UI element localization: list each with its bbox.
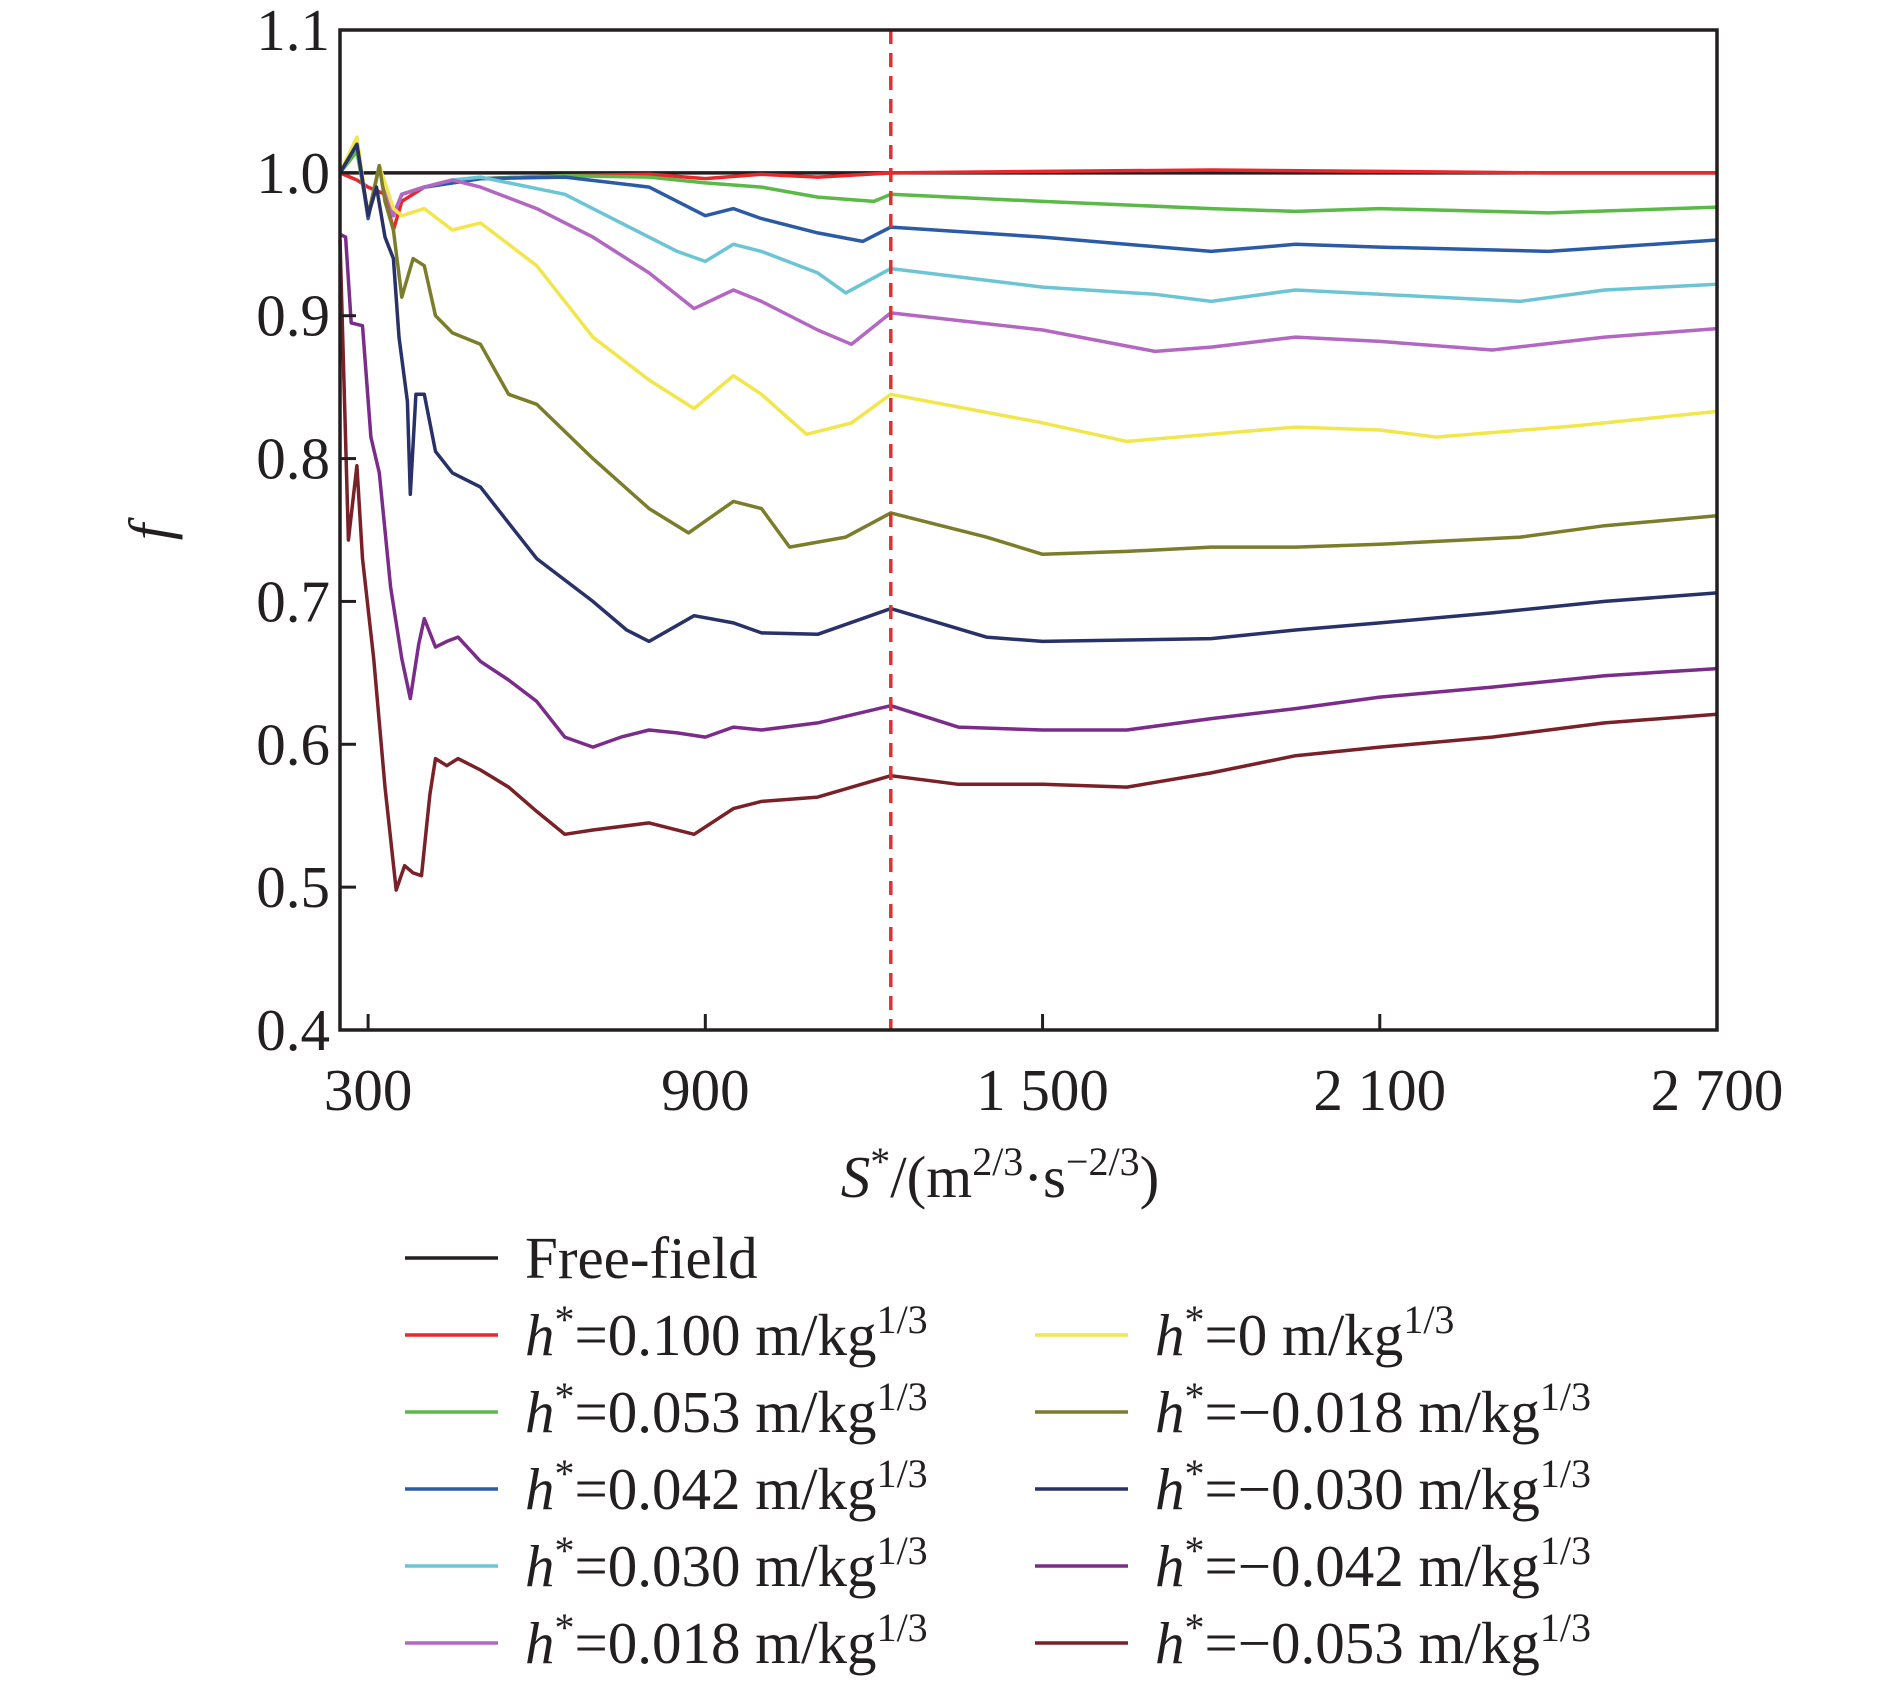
x-axis-symbol: S bbox=[841, 1144, 871, 1210]
y-tick-label: 0.5 bbox=[256, 854, 330, 920]
y-tick-label: 0.6 bbox=[256, 711, 330, 777]
series-line-10 bbox=[338, 239, 1718, 892]
legend-label: Free-field bbox=[525, 1225, 758, 1291]
legend-item: h*=−0.042 m/kg1/3 bbox=[1035, 1528, 1591, 1599]
x-axis-unit: /(m bbox=[890, 1144, 972, 1210]
legend-label: h*=−0.053 m/kg1/3 bbox=[1155, 1605, 1591, 1676]
legend-label: h*=0 m/kg1/3 bbox=[1155, 1297, 1454, 1368]
y-tick-label: 0.8 bbox=[256, 426, 330, 492]
legend-label: h*=0.042 m/kg1/3 bbox=[525, 1451, 928, 1522]
legend-label: h*=0.053 m/kg1/3 bbox=[525, 1374, 928, 1445]
series-layer bbox=[338, 30, 1718, 1030]
legend-label: h*=0.030 m/kg1/3 bbox=[525, 1528, 928, 1599]
legend-label: h*=−0.030 m/kg1/3 bbox=[1155, 1451, 1591, 1522]
x-tick-label: 900 bbox=[661, 1057, 750, 1123]
legend-item: h*=0 m/kg1/3 bbox=[1035, 1297, 1454, 1368]
y-tick-label: 0.4 bbox=[256, 997, 330, 1063]
legend-item: Free-field bbox=[405, 1225, 758, 1291]
y-tick-label: 1.1 bbox=[256, 0, 330, 63]
y-axis-title: f bbox=[117, 516, 183, 540]
series-line-2 bbox=[338, 149, 1718, 218]
x-tick-label: 300 bbox=[324, 1057, 413, 1123]
legend-label: h*=0.100 m/kg1/3 bbox=[525, 1297, 928, 1368]
legend-item: h*=0.100 m/kg1/3 bbox=[405, 1297, 928, 1368]
legend-item: h*=0.018 m/kg1/3 bbox=[405, 1605, 928, 1676]
x-axis-unit-end: ) bbox=[1140, 1144, 1160, 1210]
x-tick-label: 2 700 bbox=[1651, 1057, 1784, 1123]
legend-item: h*=0.042 m/kg1/3 bbox=[405, 1451, 928, 1522]
x-axis-unit-sup2: −2/3 bbox=[1066, 1139, 1140, 1184]
y-tick-label: 0.9 bbox=[256, 283, 330, 349]
x-tick-label: 1 500 bbox=[976, 1057, 1109, 1123]
series-line-7 bbox=[338, 142, 1718, 557]
series-line-6 bbox=[338, 135, 1718, 444]
legend-label: h*=0.018 m/kg1/3 bbox=[525, 1605, 928, 1676]
legend-item: h*=0.053 m/kg1/3 bbox=[405, 1374, 928, 1445]
y-tick-label: 1.0 bbox=[256, 140, 330, 206]
x-axis-unit-sup1: 2/3 bbox=[972, 1139, 1023, 1184]
legend-label: h*=−0.042 m/kg1/3 bbox=[1155, 1528, 1591, 1599]
series-line-5 bbox=[338, 142, 1718, 354]
series-line-3 bbox=[338, 142, 1718, 254]
x-axis-unit-mid: ·s bbox=[1023, 1144, 1066, 1210]
legend-item: h*=−0.030 m/kg1/3 bbox=[1035, 1451, 1591, 1522]
legend-item: h*=−0.053 m/kg1/3 bbox=[1035, 1605, 1591, 1676]
x-axis-symbol-sup: * bbox=[870, 1139, 890, 1184]
plot-frame bbox=[338, 28, 1719, 1032]
series-line-9 bbox=[339, 232, 1718, 749]
legend-label: h*=−0.018 m/kg1/3 bbox=[1155, 1374, 1591, 1445]
x-axis-title: S*/(m2/3·s−2/3) bbox=[841, 1139, 1160, 1210]
axes-layer: 300 900 1 500 2 100 2 700 0.4 0.5 0.6 0.7 0.8 0.9 1… bbox=[256, 0, 1783, 1123]
series-line-8 bbox=[338, 142, 1718, 644]
x-tick-label: 2 100 bbox=[1313, 1057, 1446, 1123]
legend-item: h*=0.030 m/kg1/3 bbox=[405, 1528, 928, 1599]
y-tick-label: 0.7 bbox=[256, 568, 330, 634]
legend-item: h*=−0.018 m/kg1/3 bbox=[1035, 1374, 1591, 1445]
